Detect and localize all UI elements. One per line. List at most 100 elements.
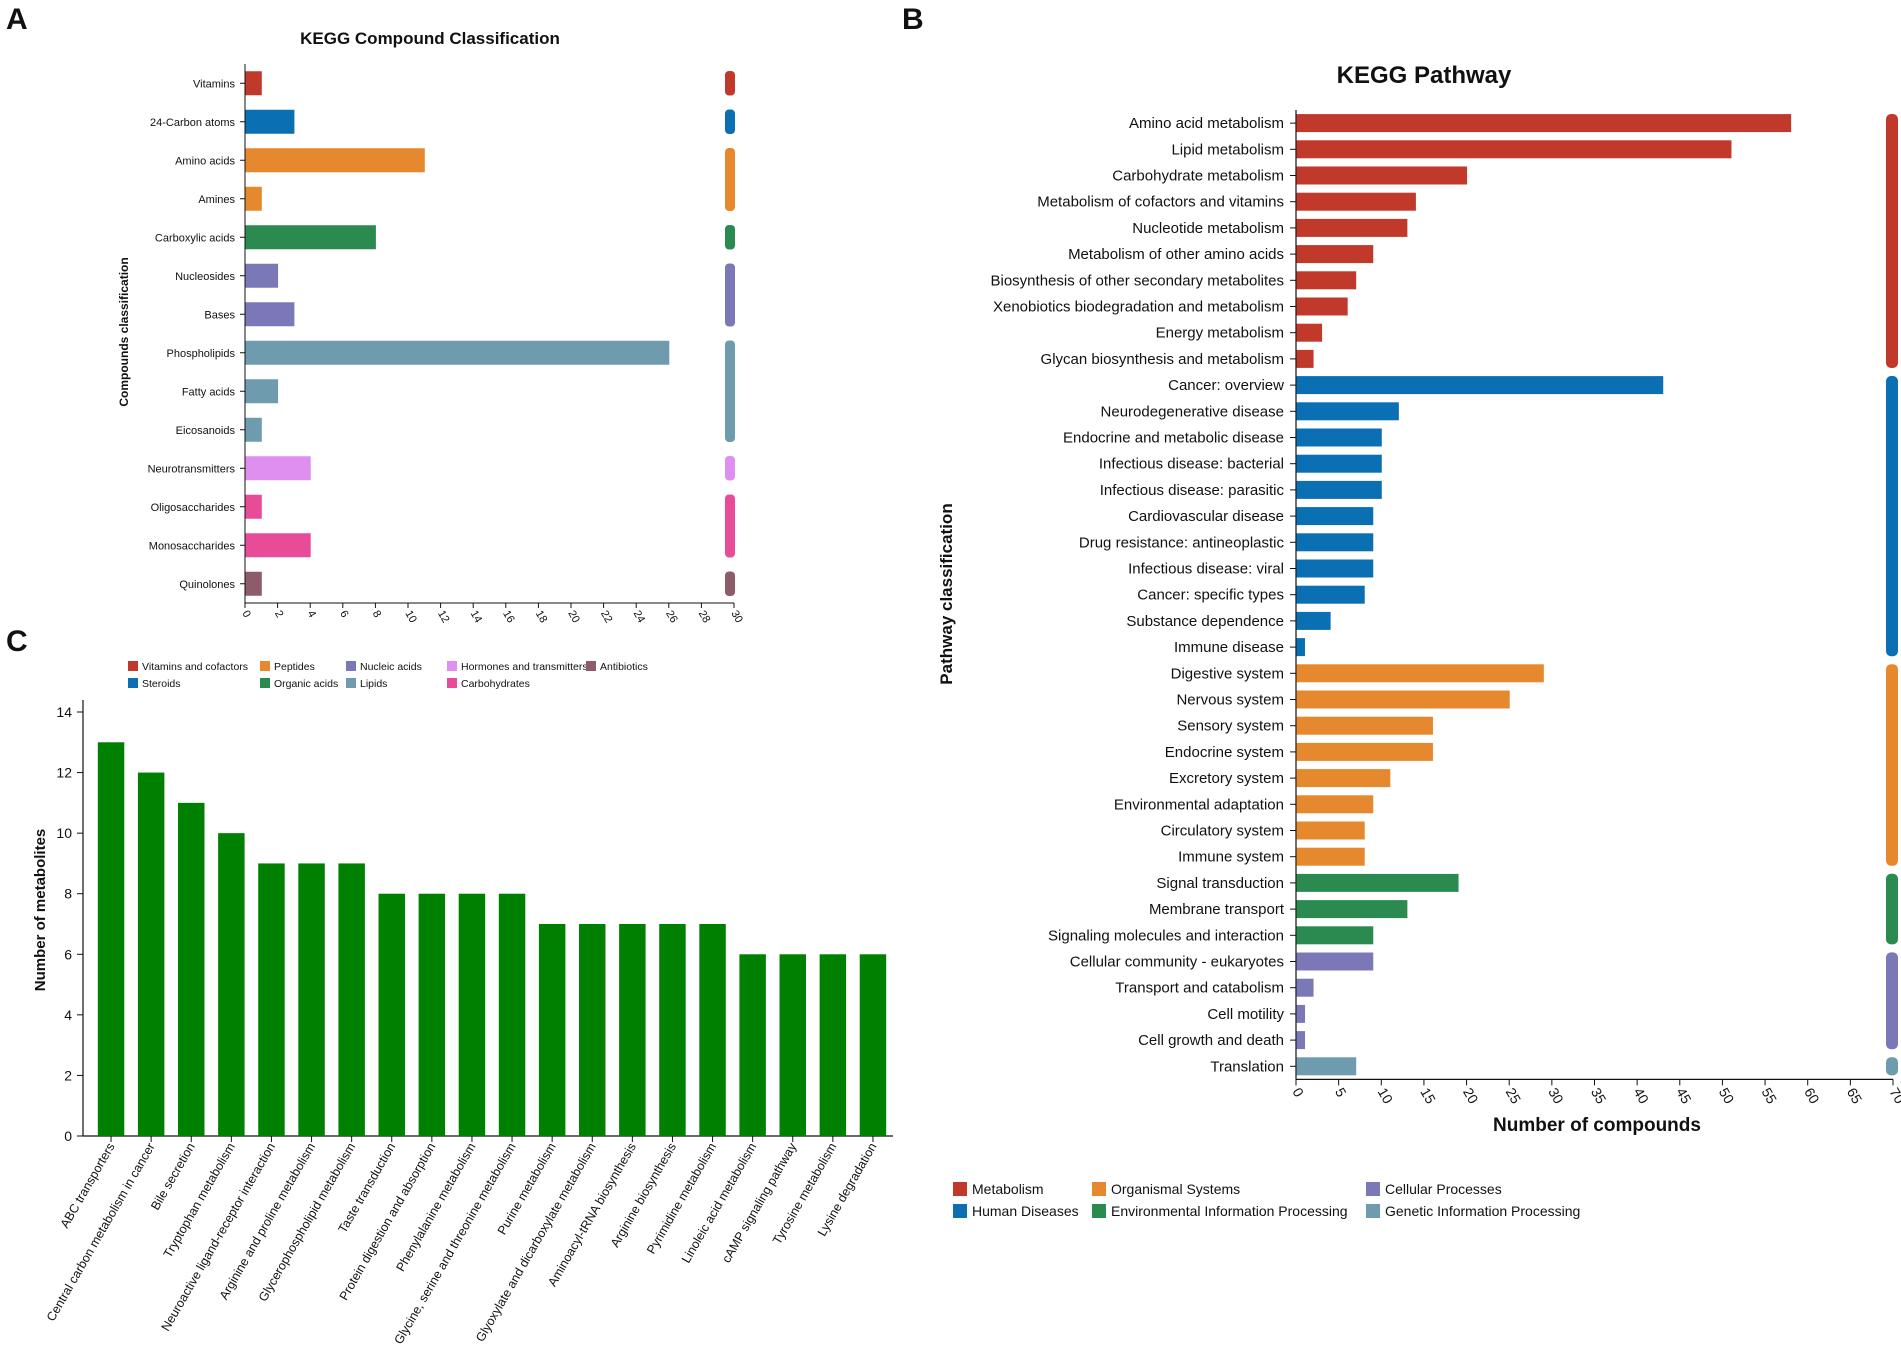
legend-swatch-lipids — [346, 678, 356, 688]
bar-linoleic-acid-metabolism — [739, 954, 766, 1136]
bar-metabolism-of-cofactors-and-vitamins — [1296, 192, 1416, 211]
x-tick-label-14: 14 — [468, 609, 485, 626]
panel-letter-b: B — [902, 3, 924, 36]
bar-glycine-serine-and-threonine-metabolism — [498, 893, 526, 1136]
chart-title: KEGG Pathway — [1337, 62, 1512, 89]
category-label-oligosaccharides: Oligosaccharides — [151, 502, 236, 514]
category-label-cancer-specific-types: Cancer: specific types — [1137, 587, 1284, 604]
category-label-camp-signaling-pathway: cAMP signaling pathway — [719, 1140, 799, 1265]
y-axis-label: Pathway classification — [937, 503, 956, 684]
category-label-cell-motility: Cell motility — [1207, 1006, 1284, 1023]
bar-digestive-system — [1296, 664, 1544, 683]
legend-swatch-carbohydrates — [447, 678, 457, 688]
legend-label-organismal-systems: Organismal Systems — [1111, 1181, 1240, 1197]
category-label-cell-growth-and-death: Cell growth and death — [1138, 1032, 1284, 1049]
x-tick-label-25: 25 — [1503, 1085, 1525, 1107]
x-axis-label: Number of compounds — [1493, 1115, 1701, 1136]
bar-vitamins — [245, 71, 262, 96]
category-label-immune-system: Immune system — [1178, 849, 1284, 866]
legend-swatch-organismal-systems — [1092, 1182, 1106, 1196]
bar-amino-acids — [245, 148, 425, 173]
x-tick-label-2: 2 — [272, 609, 285, 620]
x-tick-label-55: 55 — [1758, 1085, 1780, 1107]
category-label-sensory-system: Sensory system — [1177, 718, 1284, 735]
bar-circulatory-system — [1296, 821, 1365, 840]
bar-bases — [245, 302, 295, 327]
legend-label-genetic-information-processing: Genetic Information Processing — [1385, 1203, 1580, 1219]
legend-swatch-environmental-information-processing — [1092, 1204, 1106, 1218]
bar-excretory-system — [1296, 769, 1391, 788]
bar-metabolism-of-other-amino-acids — [1296, 245, 1374, 264]
category-label-excretory-system: Excretory system — [1169, 770, 1284, 787]
x-tick-label-30: 30 — [728, 609, 745, 626]
category-label-energy-metabolism: Energy metabolism — [1156, 325, 1284, 342]
bar-arginine-and-proline-metabolism — [298, 863, 325, 1136]
bar-nervous-system — [1296, 690, 1510, 709]
x-tick-label-40: 40 — [1631, 1085, 1653, 1107]
group-marker-carbohydrates — [725, 494, 735, 558]
category-label-metabolism-of-cofactors-and-vitamins: Metabolism of cofactors and vitamins — [1037, 194, 1284, 211]
bar-aminoacyl-trna-biosynthesis — [619, 924, 646, 1136]
panel-b: KEGG Pathway Pathway classification Amino … — [937, 62, 1901, 1219]
bar-signal-transduction — [1296, 873, 1459, 892]
x-tick-label-70: 70 — [1886, 1085, 1901, 1107]
bar-signaling-molecules-and-interaction — [1296, 926, 1374, 945]
chart-title: KEGG Compound Classification — [300, 29, 560, 48]
legend-swatch-cellular-processes — [1366, 1182, 1380, 1196]
bar-neuroactive-ligand-receptor-interaction — [258, 863, 285, 1136]
group-marker-peptides — [725, 148, 735, 211]
bar-energy-metabolism — [1296, 323, 1323, 342]
x-tick-label-20: 20 — [565, 609, 582, 626]
category-label-fatty-acids: Fatty acids — [182, 386, 236, 398]
category-label-immune-disease: Immune disease — [1174, 639, 1284, 656]
bar-cell-growth-and-death — [1296, 1031, 1306, 1050]
category-label-24-carbon-atoms: 24-Carbon atoms — [150, 117, 235, 129]
group-marker-cellular-processes — [1886, 952, 1898, 1050]
bar-immune-system — [1296, 847, 1365, 866]
x-tick-label-10: 10 — [402, 609, 419, 626]
category-label-signal-transduction: Signal transduction — [1156, 875, 1284, 892]
group-marker-hormones-and-transmitters — [725, 456, 735, 481]
legend-swatch-genetic-information-processing — [1366, 1204, 1380, 1218]
legend-label-lipids: Lipids — [360, 678, 387, 690]
category-label-cardiovascular-disease: Cardiovascular disease — [1128, 508, 1284, 525]
bar-drug-resistance-antineoplastic — [1296, 533, 1374, 552]
group-marker-environmental-information-processing — [1886, 873, 1898, 945]
panel-a: KEGG Compound Classification Compounds cl… — [117, 29, 745, 625]
bar-nucleotide-metabolism — [1296, 218, 1408, 237]
category-label-amino-acid-metabolism: Amino acid metabolism — [1129, 115, 1284, 132]
bar-taste-transduction — [378, 893, 405, 1136]
y-axis-label: Compounds classification — [117, 257, 131, 406]
category-label-environmental-adaptation: Environmental adaptation — [1114, 796, 1284, 813]
legend-label-carbohydrates: Carbohydrates — [461, 678, 530, 690]
bar-glycerophospholipid-metabolism — [338, 863, 365, 1136]
bar-carboxylic-acids — [245, 225, 376, 250]
category-label-nucleotide-metabolism: Nucleotide metabolism — [1132, 220, 1284, 237]
category-label-bases: Bases — [204, 309, 235, 321]
bar-cancer-specific-types — [1296, 585, 1365, 604]
legend-label-vitamins-and-cofactors: Vitamins and cofactors — [142, 661, 248, 673]
bar-cardiovascular-disease — [1296, 507, 1374, 526]
x-tick-label-16: 16 — [500, 609, 517, 626]
x-tick-label-5: 5 — [1332, 1085, 1350, 1100]
legend-swatch-hormones-and-transmitters — [447, 661, 457, 671]
category-label-translation: Translation — [1210, 1058, 1284, 1075]
bar-environmental-adaptation — [1296, 795, 1374, 814]
category-label-infectious-disease-parasitic: Infectious disease: parasitic — [1100, 482, 1285, 499]
x-tick-label-8: 8 — [370, 609, 383, 620]
y-tick-label-0: 0 — [64, 1128, 72, 1144]
legend-swatch-nucleic-acids — [346, 661, 356, 671]
category-label-digestive-system: Digestive system — [1171, 665, 1284, 682]
legend-swatch-organic-acids — [260, 678, 270, 688]
x-tick-label-20: 20 — [1460, 1085, 1482, 1107]
x-tick-label-28: 28 — [696, 609, 713, 626]
category-label-circulatory-system: Circulatory system — [1161, 823, 1284, 840]
group-marker-organic-acids — [725, 225, 735, 250]
bar-carbohydrate-metabolism — [1296, 166, 1468, 185]
bar-neurodegenerative-disease — [1296, 402, 1399, 421]
bar-biosynthesis-of-other-secondary-metabolites — [1296, 271, 1357, 290]
panel-letter-c: C — [6, 625, 28, 658]
group-marker-metabolism — [1886, 114, 1898, 368]
bar-phospholipids — [245, 340, 670, 365]
